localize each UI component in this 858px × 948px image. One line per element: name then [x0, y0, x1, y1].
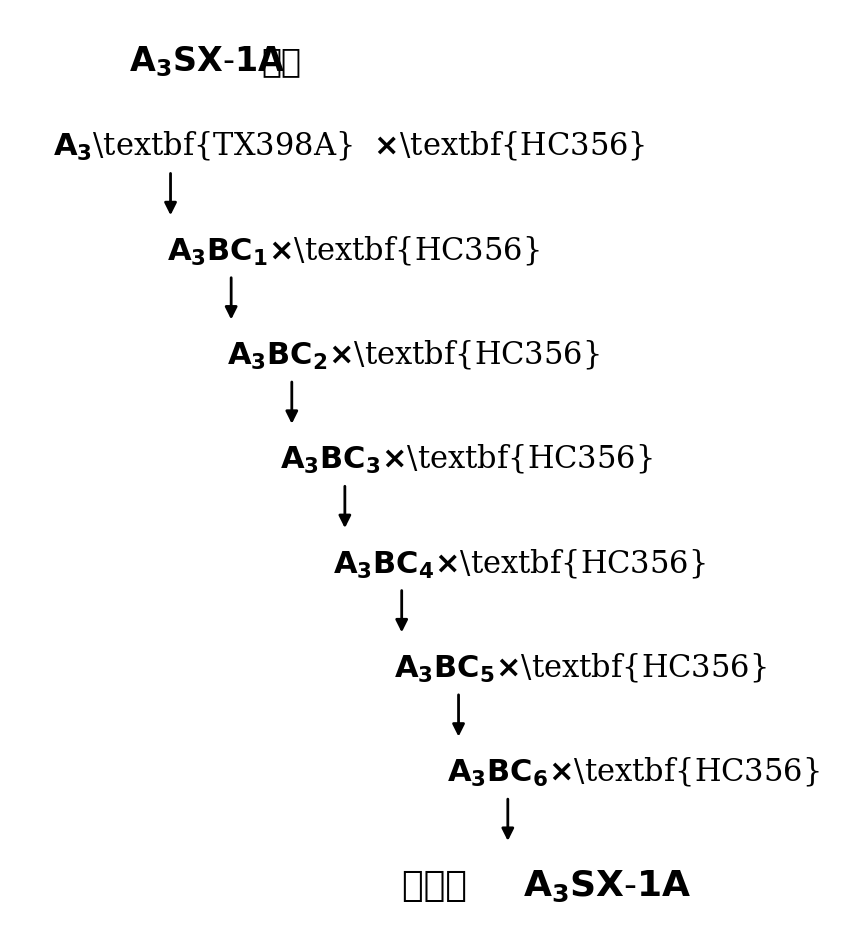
- Text: 系谱: 系谱: [262, 46, 301, 78]
- Text: 命名为: 命名为: [402, 869, 480, 903]
- Text: $\mathbf{A_3BC_6}$$\mathbf{\times}$\textbf{HC356}: $\mathbf{A_3BC_6}$$\mathbf{\times}$\text…: [447, 757, 820, 789]
- Text: $\mathbf{A_3BC_1}$$\mathbf{\times}$\textbf{HC356}: $\mathbf{A_3BC_1}$$\mathbf{\times}$\text…: [166, 235, 540, 267]
- Text: $\mathbf{A_3}$$\mathbf{SX\text{-}1A}$: $\mathbf{A_3}$$\mathbf{SX\text{-}1A}$: [129, 45, 285, 79]
- Text: $\mathbf{A_3}$\textbf{TX398A}  $\mathbf{\times}$\textbf{HC356}: $\mathbf{A_3}$\textbf{TX398A} $\mathbf{\…: [53, 131, 645, 163]
- Text: $\mathbf{A_3BC_2}$$\mathbf{\times}$\textbf{HC356}: $\mathbf{A_3BC_2}$$\mathbf{\times}$\text…: [227, 339, 600, 372]
- Text: $\mathbf{A_3BC_5}$$\mathbf{\times}$\textbf{HC356}: $\mathbf{A_3BC_5}$$\mathbf{\times}$\text…: [394, 652, 767, 684]
- Text: $\mathbf{A_3}$$\mathbf{SX\text{-}1A}$: $\mathbf{A_3}$$\mathbf{SX\text{-}1A}$: [523, 868, 692, 904]
- Text: $\mathbf{A_3BC_3}$$\mathbf{\times}$\textbf{HC356}: $\mathbf{A_3BC_3}$$\mathbf{\times}$\text…: [281, 444, 653, 476]
- Text: $\mathbf{A_3BC_4}$$\mathbf{\times}$\textbf{HC356}: $\mathbf{A_3BC_4}$$\mathbf{\times}$\text…: [334, 548, 706, 580]
